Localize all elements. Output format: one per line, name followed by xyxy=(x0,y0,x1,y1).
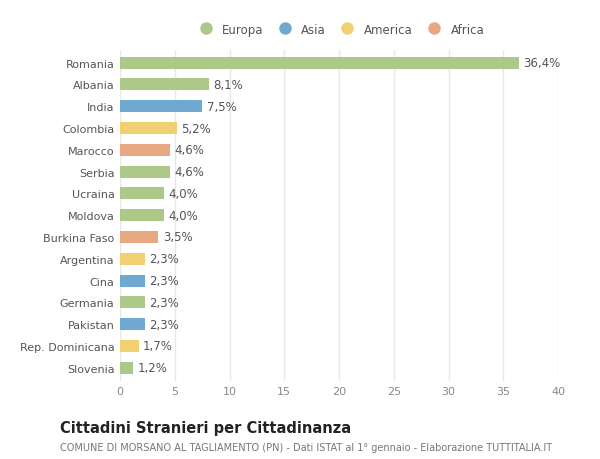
Text: 4,6%: 4,6% xyxy=(175,166,205,179)
Bar xyxy=(120,57,518,69)
Bar xyxy=(120,188,164,200)
Bar xyxy=(120,145,170,157)
Text: COMUNE DI MORSANO AL TAGLIAMENTO (PN) - Dati ISTAT al 1° gennaio - Elaborazione : COMUNE DI MORSANO AL TAGLIAMENTO (PN) - … xyxy=(60,442,552,452)
Bar xyxy=(120,275,145,287)
Text: 1,7%: 1,7% xyxy=(143,340,173,353)
Text: 3,5%: 3,5% xyxy=(163,231,193,244)
Text: 2,3%: 2,3% xyxy=(149,318,179,331)
Text: 4,6%: 4,6% xyxy=(175,144,205,157)
Bar xyxy=(120,166,170,178)
Bar xyxy=(120,340,139,352)
Text: 2,3%: 2,3% xyxy=(149,253,179,266)
Text: 2,3%: 2,3% xyxy=(149,296,179,309)
Bar xyxy=(120,79,209,91)
Text: 5,2%: 5,2% xyxy=(181,122,211,135)
Bar xyxy=(120,362,133,374)
Text: 1,2%: 1,2% xyxy=(137,361,167,375)
Text: 2,3%: 2,3% xyxy=(149,274,179,287)
Text: 4,0%: 4,0% xyxy=(168,209,198,222)
Text: 4,0%: 4,0% xyxy=(168,188,198,201)
Bar xyxy=(120,319,145,330)
Text: 7,5%: 7,5% xyxy=(206,101,236,113)
Bar xyxy=(120,231,158,243)
Bar xyxy=(120,101,202,113)
Bar xyxy=(120,253,145,265)
Bar xyxy=(120,210,164,222)
Legend: Europa, Asia, America, Africa: Europa, Asia, America, Africa xyxy=(190,20,488,40)
Bar xyxy=(120,123,177,135)
Text: Cittadini Stranieri per Cittadinanza: Cittadini Stranieri per Cittadinanza xyxy=(60,420,351,435)
Text: 36,4%: 36,4% xyxy=(523,57,560,70)
Text: 8,1%: 8,1% xyxy=(213,79,243,92)
Bar xyxy=(120,297,145,308)
